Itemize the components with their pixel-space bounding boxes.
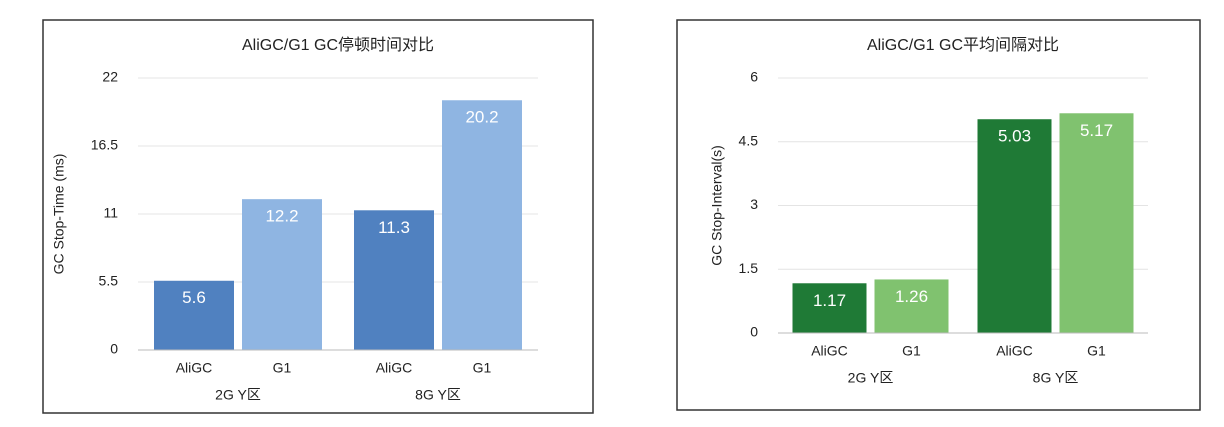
y-tick-label: 6 xyxy=(750,69,758,85)
bar xyxy=(792,283,867,333)
data-label: 5.6 xyxy=(182,288,206,307)
group-label: 2G Y区 xyxy=(215,387,261,403)
bar xyxy=(242,199,322,350)
group-label: 8G Y区 xyxy=(415,387,461,403)
data-label: 12.2 xyxy=(265,207,298,226)
bar xyxy=(354,210,434,350)
data-label: 1.17 xyxy=(813,291,846,310)
bar-series-label: AliGC xyxy=(811,343,848,359)
y-tick-label: 0 xyxy=(750,324,758,340)
y-tick-label: 1.5 xyxy=(739,260,759,276)
data-label: 11.3 xyxy=(378,218,410,237)
bar xyxy=(874,279,949,333)
bar-series-label: G1 xyxy=(1087,343,1106,359)
data-label: 1.26 xyxy=(895,287,928,306)
bar-series-label: G1 xyxy=(473,360,492,376)
y-axis-label: GC Stop-Time (ms) xyxy=(51,154,67,275)
bar xyxy=(1059,113,1134,334)
y-tick-label: 0 xyxy=(110,341,118,357)
bar xyxy=(154,280,234,350)
bar-series-label: G1 xyxy=(902,343,921,359)
bar-series-label: AliGC xyxy=(996,343,1033,359)
bar-series-label: AliGC xyxy=(376,360,413,376)
bar xyxy=(977,119,1052,333)
y-tick-label: 3 xyxy=(750,196,758,212)
group-label: 8G Y区 xyxy=(1033,370,1079,386)
y-tick-label: 5.5 xyxy=(99,273,119,289)
y-tick-label: 4.5 xyxy=(739,132,759,148)
chart-title: AliGC/G1 GC停顿时间对比 xyxy=(242,36,434,54)
y-tick-label: 11 xyxy=(103,205,118,221)
chart-title: AliGC/G1 GC平均间隔对比 xyxy=(867,36,1059,54)
bar-series-label: AliGC xyxy=(176,360,213,376)
bar xyxy=(442,100,522,350)
group-label: 2G Y区 xyxy=(848,370,894,386)
data-label: 5.03 xyxy=(998,127,1031,146)
y-tick-label: 16.5 xyxy=(91,137,118,153)
y-tick-label: 22 xyxy=(102,69,118,85)
data-label: 5.17 xyxy=(1080,121,1113,140)
bar-series-label: G1 xyxy=(273,360,292,376)
data-label: 20.2 xyxy=(465,108,498,127)
y-axis-label: GC Stop-Interval(s) xyxy=(709,145,725,266)
